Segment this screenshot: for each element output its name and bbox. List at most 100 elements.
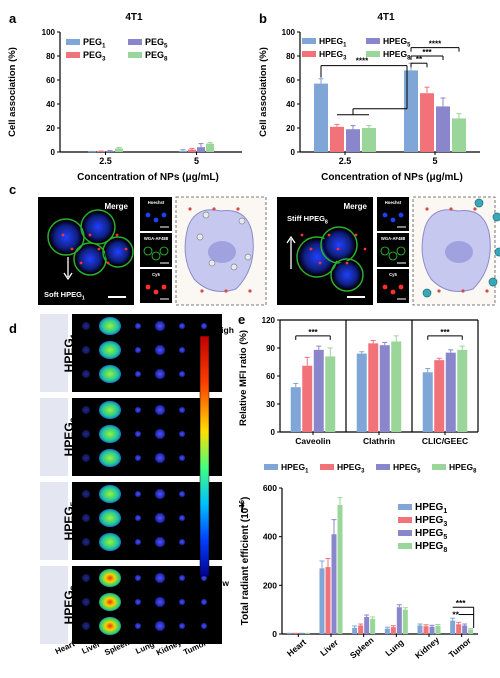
bar <box>325 356 336 432</box>
legend-swatch <box>366 51 380 57</box>
bar <box>402 609 408 634</box>
y-tick-label: 60 <box>46 76 55 85</box>
channel-signal <box>153 289 159 295</box>
bar <box>417 625 423 634</box>
organ-signal <box>82 370 90 378</box>
y-tick-label: 400 <box>263 532 277 542</box>
organ-signal <box>135 575 141 581</box>
legend-label: PEG1 <box>83 37 106 50</box>
legend-label: HPEG5 <box>415 528 447 541</box>
legend-label: HPEG1 <box>415 502 447 515</box>
cell-membrane <box>80 209 116 245</box>
bar <box>352 627 358 634</box>
x-tick-label: Lung <box>383 637 405 658</box>
legend-swatch <box>320 464 334 470</box>
channel-label: WGA-AF488 <box>381 236 406 241</box>
arrow-head-icon <box>286 235 296 244</box>
organ-signal <box>99 365 121 383</box>
bar <box>436 106 450 152</box>
organ-signal <box>155 345 165 355</box>
channel-signal <box>396 246 406 256</box>
channel-signal <box>159 246 169 256</box>
group-label-bg <box>40 314 68 392</box>
legend-swatch <box>66 39 80 45</box>
x-tick-label: Spleen <box>348 635 376 661</box>
nanoparticle-dot <box>79 261 83 265</box>
nanoparticle-dot <box>327 233 331 237</box>
nanoparticle-schematic <box>230 263 238 271</box>
cell-nucleus <box>323 229 355 261</box>
legend-label: HPEG3 <box>337 462 365 475</box>
bar <box>384 628 390 634</box>
y-tick-label: 0 <box>51 148 56 157</box>
panel-letter-e: e <box>238 312 245 327</box>
legend-swatch <box>302 51 316 57</box>
legend-label: PEG3 <box>83 50 106 63</box>
organ-signal <box>99 485 121 503</box>
bar <box>206 143 214 152</box>
channel-signal <box>380 246 390 256</box>
channel-signal <box>398 284 404 290</box>
organ-signal <box>179 407 185 413</box>
receptor-dot <box>212 207 216 211</box>
legend-label: HPEG5 <box>393 462 421 475</box>
panel-letter-c: c <box>9 182 16 197</box>
panel-c: c Merge Soft HPEG1 Hoechst WGA-AF488 Cy5 Merge… <box>9 182 500 306</box>
y-tick-label: 0 <box>271 428 276 437</box>
organ-signal <box>82 538 90 546</box>
bar <box>468 629 474 634</box>
y-tick-label: 100 <box>282 28 296 37</box>
organ-signal <box>135 599 141 605</box>
organ-signal <box>135 455 141 461</box>
cell-nucleus <box>105 239 131 265</box>
organ-signal <box>99 569 121 587</box>
channel-label: WGA-AF488 <box>144 236 169 241</box>
nanoparticle-schematic <box>244 253 252 261</box>
bar <box>370 618 376 634</box>
organ-signal <box>135 323 141 329</box>
nucleus-schematic <box>208 241 236 263</box>
organ-signal <box>201 575 207 581</box>
y-tick-label: 60 <box>266 372 275 381</box>
panel-letter-f: f <box>240 500 245 515</box>
organ-signal <box>99 317 121 335</box>
bar <box>330 126 344 152</box>
group-label-bg <box>40 566 68 644</box>
panel-b: b 4T1 0 20 40 60 80 100 2.5 5 Cell association (%)… <box>258 11 480 183</box>
organ-signal <box>179 347 185 353</box>
group-label-bg <box>40 482 68 560</box>
organ-signal <box>82 454 90 462</box>
organ-signal <box>99 509 121 527</box>
soft-label: Soft HPEG1 <box>44 290 85 301</box>
legend-swatch <box>66 52 80 58</box>
y-tick-label: 100 <box>42 28 56 37</box>
channel-image <box>377 233 409 267</box>
nanoparticle-dot <box>97 247 101 251</box>
legend-swatch <box>398 543 412 549</box>
y-tick-label: 0 <box>272 629 277 639</box>
receptor-dot <box>461 289 465 293</box>
cell-membrane <box>73 242 107 276</box>
organ-signal <box>82 598 90 606</box>
bar <box>429 626 435 634</box>
organ-signal <box>179 539 185 545</box>
legend-swatch <box>398 504 412 510</box>
x-tick-label: Tumor <box>447 635 474 660</box>
bar <box>396 607 402 634</box>
bar <box>302 365 313 432</box>
bar <box>188 149 196 152</box>
nanoparticle-schematic <box>202 211 210 219</box>
bar <box>358 625 364 634</box>
organ-signal <box>155 369 165 379</box>
organ-signal <box>135 515 141 521</box>
nanoparticle-schematic <box>196 233 204 241</box>
panel-letter-b: b <box>259 11 267 26</box>
receptor-dot <box>425 207 429 211</box>
y-axis-label: Total radiant efficient (1016) <box>239 497 251 626</box>
organ-signal <box>179 575 185 581</box>
organ-signal <box>82 574 90 582</box>
y-tick-label: 40 <box>286 100 295 109</box>
receptor-dot <box>224 289 228 293</box>
channel-label: Hoechst <box>148 200 165 205</box>
x-tick-label: 2.5 <box>339 156 352 166</box>
